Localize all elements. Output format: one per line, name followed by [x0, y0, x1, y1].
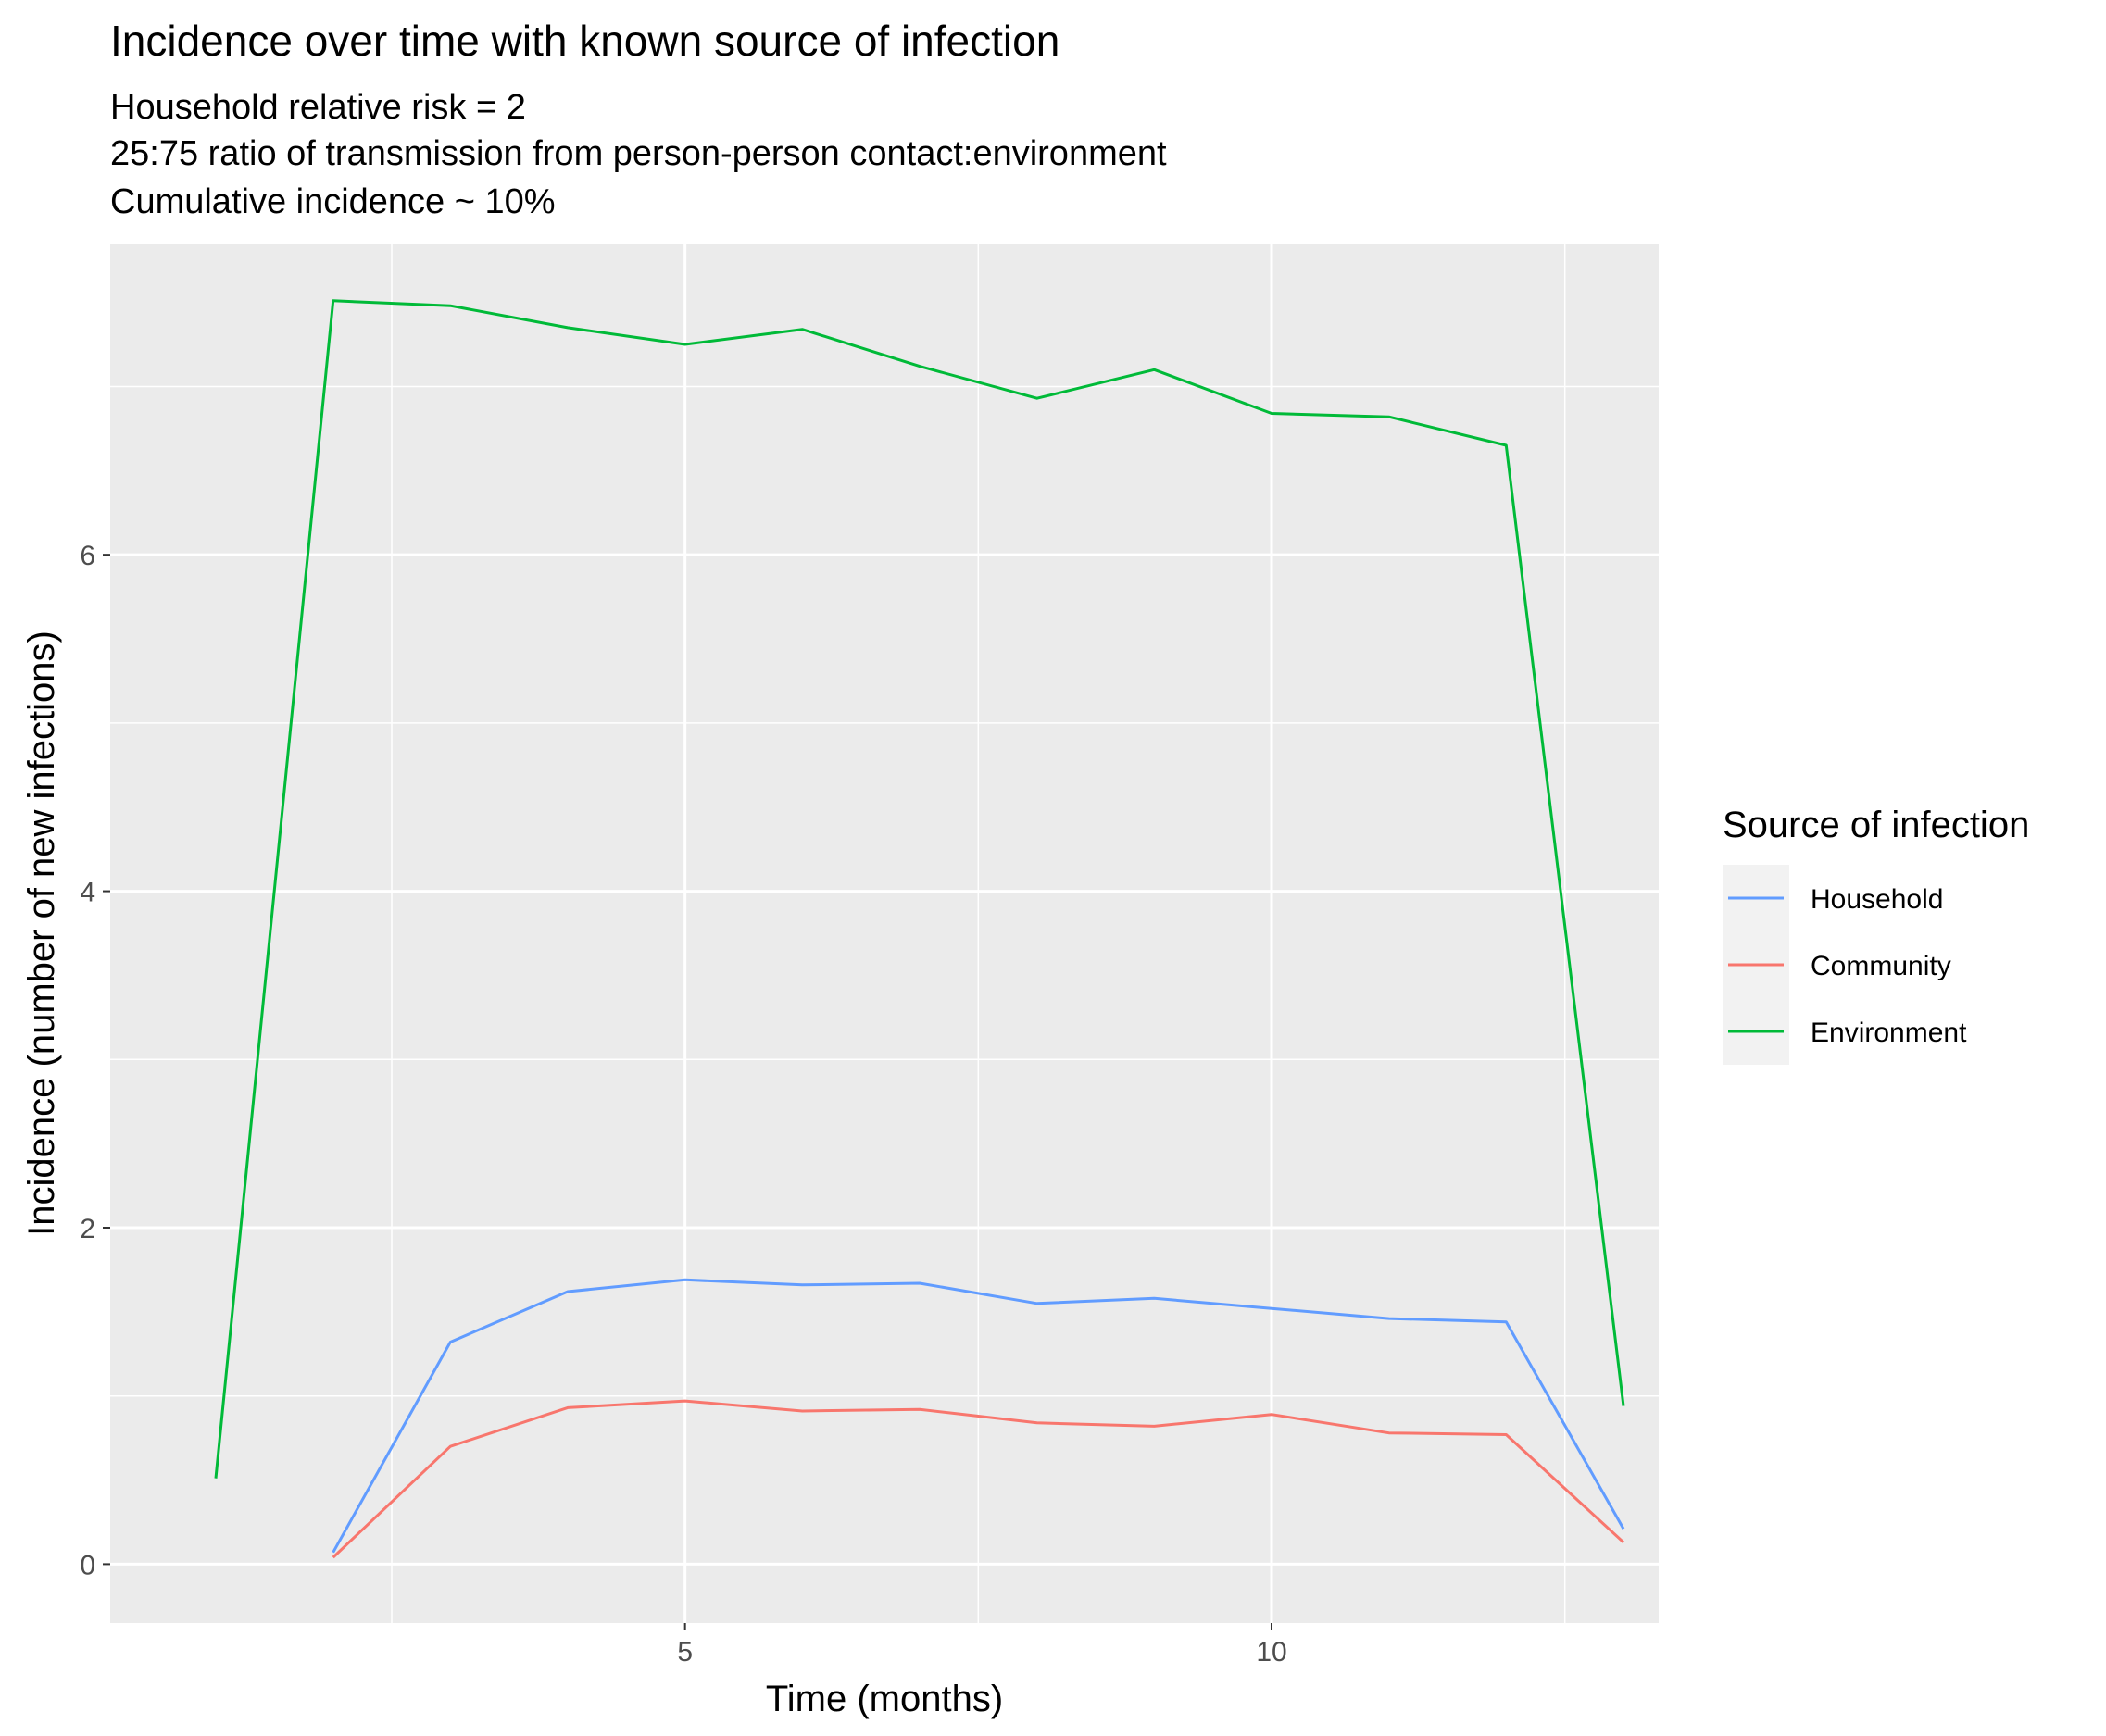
- chart-subtitle-line-1: Household relative risk = 2: [110, 88, 526, 127]
- series-line-household: [332, 1278, 1625, 1554]
- y-axis-title: Incidence (number of new infections): [21, 631, 62, 1236]
- axis-ticks: 5 10 0 2 4 6: [80, 541, 1286, 1667]
- series-line-environment: [214, 299, 1625, 1479]
- chart-subtitle-line-3: Cumulative incidence ~ 10%: [110, 182, 556, 221]
- y-tick-label: 4: [80, 878, 95, 908]
- y-tick-label: 2: [80, 1214, 95, 1244]
- chart-title: Incidence over time with known source of…: [110, 17, 1059, 65]
- plot-panel: [110, 244, 1659, 1623]
- legend-label-environment: Environment: [1811, 1018, 1967, 1048]
- legend-title: Source of infection: [1723, 805, 2029, 845]
- grid-major: [110, 244, 1659, 1623]
- legend-label-community: Community: [1811, 951, 1951, 981]
- x-axis-title: Time (months): [766, 1679, 1003, 1719]
- y-tick-label: 6: [80, 541, 95, 571]
- series-lines: [214, 299, 1625, 1559]
- y-tick-label: 0: [80, 1550, 95, 1580]
- grid-minor: [110, 244, 1659, 1623]
- x-tick-label: 5: [677, 1637, 693, 1667]
- chart-subtitle-line-2: 25:75 ratio of transmission from person-…: [110, 134, 1167, 173]
- series-line-community: [332, 1399, 1625, 1559]
- x-tick-label: 10: [1256, 1637, 1286, 1667]
- legend-label-household: Household: [1811, 884, 1943, 915]
